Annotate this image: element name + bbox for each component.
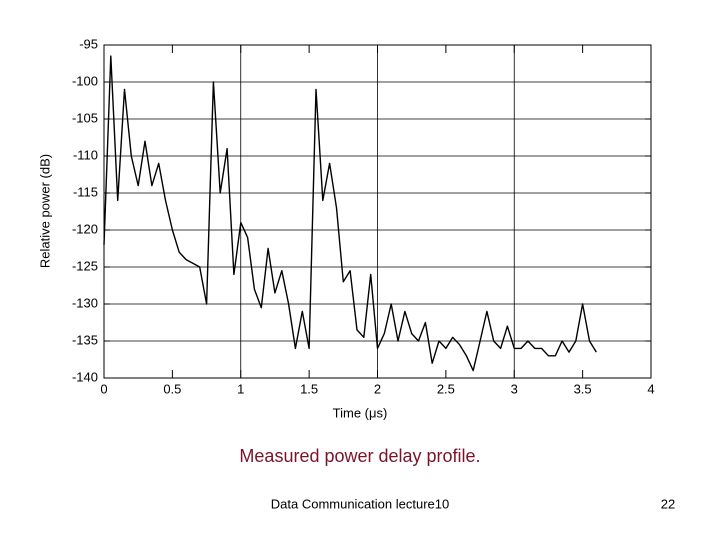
x-axis-label: Time (μs) — [333, 405, 388, 420]
x-tick-label: 0.5 — [163, 381, 181, 396]
page-number: 22 — [661, 496, 675, 511]
y-axis-label: Relative power (dB) — [37, 154, 52, 268]
data-line — [103, 55, 597, 372]
y-tick-label: -105 — [72, 110, 98, 125]
x-tick-label: 1 — [237, 381, 244, 396]
y-tick-label: -110 — [73, 147, 98, 162]
y-tick-label: -95 — [79, 36, 98, 51]
y-tick-label: -135 — [72, 332, 98, 347]
x-tick-label: 2.5 — [437, 381, 455, 396]
y-tick-label: -140 — [72, 369, 98, 384]
y-tick-label: -115 — [73, 184, 98, 199]
x-tick-label: 3 — [511, 381, 518, 396]
x-tick-label: 2 — [374, 381, 381, 396]
x-tick-label: 3.5 — [574, 381, 592, 396]
footer-text: Data Communication lecture10 — [271, 496, 449, 511]
x-tick-label: 4 — [647, 381, 654, 396]
y-tick-label: -120 — [72, 221, 98, 236]
x-tick-label: 1.5 — [300, 381, 318, 396]
y-tick-label: -125 — [72, 258, 98, 273]
y-tick-label: -100 — [72, 73, 98, 88]
y-tick-label: -130 — [72, 295, 98, 310]
caption: Measured power delay profile. — [239, 446, 480, 466]
x-tick-label: 0 — [100, 381, 107, 396]
